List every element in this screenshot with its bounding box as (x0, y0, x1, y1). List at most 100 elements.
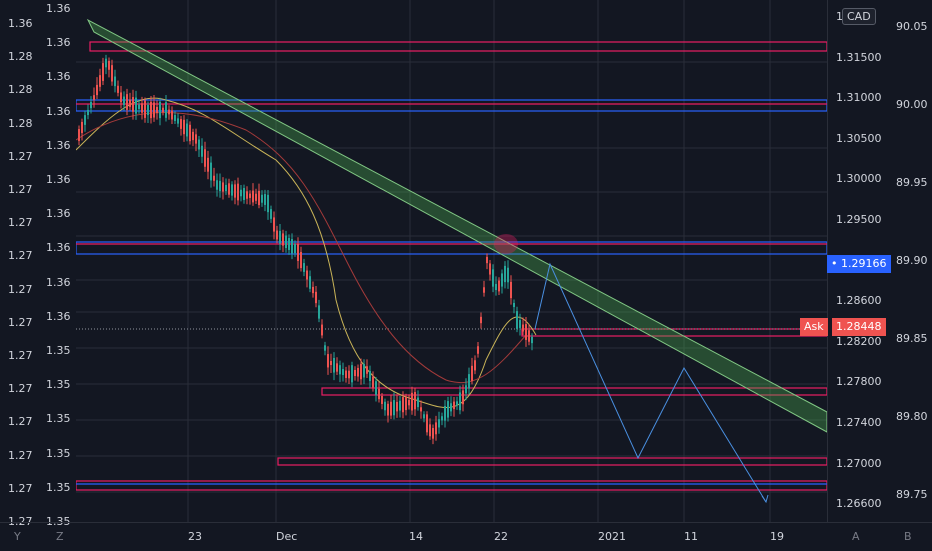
price-chart[interactable] (75, 0, 828, 522)
candle-body (294, 243, 296, 254)
candle-body (240, 189, 242, 197)
left-inner-axis-label: 1.36 (46, 309, 71, 323)
candle-body (285, 235, 287, 249)
right-axis-label: 1.30500 (836, 131, 882, 145)
time-label: 23 (188, 530, 202, 543)
left-inner-axis-label: 1.35 (46, 515, 71, 528)
right-axis-label: 1.31000 (836, 91, 882, 105)
time-axis[interactable]: Y Z A B 23 Dec 14 22 2021 11 19 (0, 522, 932, 551)
candle-body (201, 145, 203, 157)
left-axis-label: 1.27 (8, 282, 33, 296)
candle-body (309, 276, 311, 289)
candle-body (528, 330, 530, 342)
candle-body (450, 403, 452, 412)
candle-body (354, 369, 356, 377)
left-axis-label: 1.28 (8, 116, 33, 130)
candle-body (522, 324, 524, 332)
candle-body (171, 110, 173, 120)
candle-body (408, 400, 410, 406)
candle-body (369, 370, 371, 382)
candle-body (477, 346, 479, 354)
left-inner-axis-label: 1.36 (46, 275, 71, 289)
candle-body (150, 101, 152, 119)
candle-body (297, 244, 299, 261)
chart-canvas[interactable] (75, 0, 828, 522)
candle-body (405, 397, 407, 411)
candle-body (519, 320, 521, 328)
price-tag-blue-dot: • (831, 257, 841, 270)
left-axis-label: 1.27 (8, 382, 33, 396)
currency-badge[interactable]: CAD (842, 8, 876, 25)
candle-body (138, 104, 140, 109)
bottom-button-a[interactable]: A (852, 530, 860, 543)
candle-body (348, 370, 350, 379)
candle-body (351, 365, 353, 383)
candle-body (243, 188, 245, 200)
candle-body (156, 106, 158, 114)
candle-body (516, 311, 518, 329)
left-axis-label: 1.28 (8, 50, 33, 64)
candle-body (312, 286, 314, 294)
candle-body (510, 281, 512, 299)
left-price-axis[interactable]: 1.36 1.28 1.28 1.28 1.27 1.27 1.27 1.27 1.27 1.27… (0, 0, 76, 528)
candle-body (147, 104, 149, 116)
left-axis-label: 1.27 (8, 349, 33, 362)
candle-body (390, 401, 392, 416)
zone-rectangle (277, 457, 828, 466)
candle-body (474, 360, 476, 371)
candle-body (417, 397, 419, 408)
candle-body (342, 368, 344, 376)
far-axis-label: 89.75 (896, 488, 928, 501)
left-inner-axis-label: 1.35 (46, 378, 71, 392)
candle-body (252, 190, 254, 203)
candle-body (108, 60, 110, 70)
left-inner-axis-label: 1.36 (46, 2, 71, 15)
bottom-button-z[interactable]: Z (56, 530, 64, 543)
left-axis-label: 1.27 (8, 216, 33, 230)
price-tag-blue: • 1.29166 (827, 255, 891, 273)
ask-value: 1.28448 (836, 320, 882, 333)
candle-body (480, 316, 482, 324)
candle-body (189, 124, 191, 142)
candle-body (321, 324, 323, 336)
candle-body (219, 180, 221, 192)
candle-body (126, 94, 128, 110)
candle-body (105, 58, 107, 68)
left-inner-axis-label: 1.35 (46, 412, 71, 426)
candle-body (174, 115, 176, 121)
candle-body (453, 401, 455, 410)
candle-body (132, 97, 134, 112)
candle-body (489, 263, 491, 275)
candle-body (96, 84, 98, 96)
candle-body (198, 139, 200, 150)
time-label: 22 (494, 530, 508, 543)
candle-body (222, 182, 224, 192)
candle-body (330, 360, 332, 366)
candle-body (162, 107, 164, 113)
candle-body (228, 183, 230, 195)
candle-body (192, 131, 194, 141)
left-price-axis-inner[interactable]: 1.36 1.36 1.36 1.36 1.36 1.36 1.36 1.36 1.36 1.36… (38, 0, 76, 528)
bottom-button-y[interactable]: Y (14, 530, 21, 543)
candle-body (384, 401, 386, 411)
candle-body (84, 115, 86, 125)
candle-body (435, 422, 437, 435)
candle-body (357, 367, 359, 377)
candle-body (432, 428, 434, 439)
candle-body (306, 270, 308, 280)
right-far-axis[interactable]: 90.05 90.00 89.95 89.90 89.85 89.80 89.75 (882, 0, 932, 522)
ask-tag: Ask (800, 318, 828, 336)
candle-body (513, 302, 515, 308)
candle-body (237, 183, 239, 201)
far-axis-label: 89.85 (896, 332, 928, 345)
candle-body (87, 109, 89, 116)
bottom-button-b[interactable]: B (904, 530, 912, 543)
candle-body (525, 324, 527, 340)
candlestick-series (78, 54, 533, 445)
candle-body (324, 345, 326, 351)
candle-body (276, 230, 278, 240)
candle-body (234, 184, 236, 198)
far-axis-label: 89.90 (896, 254, 928, 267)
candle-body (180, 119, 182, 129)
candle-body (273, 217, 275, 232)
